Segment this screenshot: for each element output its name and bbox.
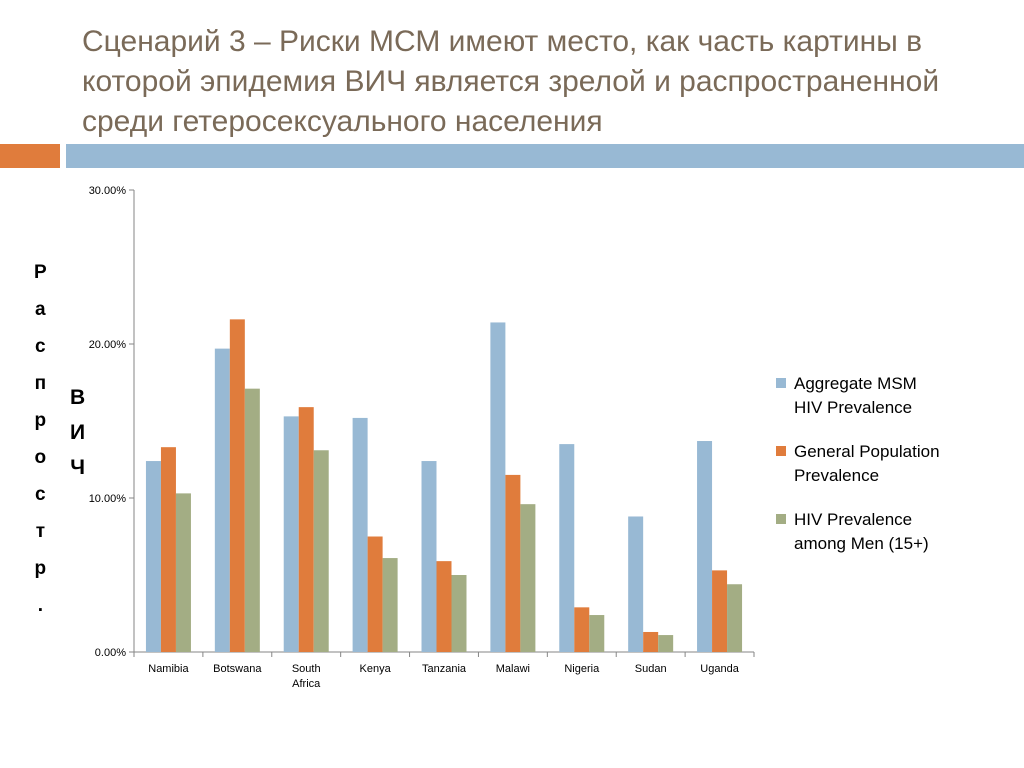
- bar-men: [658, 635, 674, 652]
- vertical-letter: р: [34, 410, 47, 431]
- title-line-1: Сценарий 3 – Риски МСМ имеют место, как …: [82, 25, 923, 58]
- x-category-label: Kenya: [360, 663, 392, 675]
- slide-title: Сценарий 3 – Риски МСМ имеют место, как …: [82, 22, 1002, 142]
- legend-label-line: among Men (15+): [794, 534, 929, 553]
- bar-men: [175, 493, 191, 652]
- bar-men: [313, 450, 329, 652]
- legend-swatch-men: [776, 514, 786, 524]
- vertical-letter: с: [35, 336, 46, 357]
- bar-general: [505, 474, 521, 652]
- legend-label-line: Aggregate MSM: [794, 374, 917, 393]
- bar-men: [382, 558, 398, 652]
- legend-label-general: General Population Prevalence: [794, 440, 940, 488]
- vertical-letter: с: [35, 484, 46, 505]
- x-category-label: Nigeria: [564, 663, 600, 675]
- legend-label-line: HIV Prevalence: [794, 398, 913, 417]
- vertical-letter: п: [34, 373, 47, 394]
- bar-men: [244, 388, 260, 652]
- bar-general: [229, 319, 245, 652]
- bar-general: [574, 607, 590, 652]
- accent-bar-blue: [66, 144, 1024, 168]
- vertical-label-prevalence: Р а с п р о с т р .: [34, 254, 47, 624]
- legend-label-line: Prevalence: [794, 466, 880, 485]
- bar-general: [643, 631, 659, 652]
- bar-men: [520, 504, 536, 652]
- y-tick-label: 10.00%: [89, 493, 127, 505]
- bar-msm: [283, 416, 299, 652]
- legend-item-general: General Population Prevalence: [776, 440, 1016, 488]
- title-line-3: среди гетеросексуального населения: [82, 105, 603, 138]
- bar-msm: [145, 461, 161, 652]
- bar-msm: [490, 322, 506, 652]
- bar-msm: [628, 516, 644, 652]
- bar-general: [298, 407, 314, 652]
- bar-msm: [421, 461, 437, 652]
- x-category-label: Malawi: [496, 663, 530, 675]
- bar-men: [727, 584, 743, 652]
- bar-men: [451, 575, 467, 652]
- vertical-letter: о: [34, 447, 47, 468]
- vertical-letter: т: [35, 521, 45, 542]
- legend-label-line: HIV Prevalence: [794, 510, 913, 529]
- legend-item-men: HIV Prevalence among Men (15+): [776, 508, 1016, 556]
- legend-label-men: HIV Prevalence among Men (15+): [794, 508, 929, 556]
- y-tick-label: 30.00%: [89, 185, 127, 197]
- accent-bar-orange: [0, 144, 60, 168]
- x-category-label: Uganda: [700, 663, 739, 675]
- x-category-label: South: [292, 663, 321, 675]
- legend-swatch-general: [776, 446, 786, 456]
- vertical-letter: р: [34, 558, 47, 579]
- y-tick-label: 20.00%: [89, 339, 127, 351]
- vertical-letter: .: [37, 595, 43, 616]
- bar-msm: [559, 444, 575, 652]
- vertical-label-hiv: В И Ч: [70, 380, 85, 485]
- legend-label-line: General Population: [794, 442, 940, 461]
- title-line-2: которой эпидемия ВИЧ является зрелой и р…: [82, 65, 940, 98]
- legend-item-msm: Aggregate MSM HIV Prevalence: [776, 372, 1016, 420]
- legend-swatch-msm: [776, 378, 786, 388]
- x-category-label: Botswana: [213, 663, 262, 675]
- vertical-letter: а: [35, 299, 46, 320]
- bar-msm: [214, 348, 230, 652]
- vertical-letter: И: [70, 421, 86, 444]
- bar-general: [160, 447, 176, 652]
- x-category-label: Sudan: [635, 663, 667, 675]
- bar-general: [367, 536, 383, 652]
- chart-legend: Aggregate MSM HIV Prevalence General Pop…: [776, 372, 1016, 576]
- x-category-label: Tanzania: [422, 663, 467, 675]
- bar-general: [712, 570, 728, 652]
- bar-msm: [352, 417, 368, 652]
- bar-general: [436, 561, 452, 652]
- y-tick-label: 0.00%: [95, 647, 126, 659]
- x-category-label: Africa: [292, 678, 321, 690]
- bar-msm: [697, 441, 713, 652]
- vertical-letter: Р: [34, 262, 47, 283]
- vertical-letter: Ч: [70, 456, 85, 479]
- x-category-label: Namibia: [148, 663, 189, 675]
- bar-men: [589, 615, 605, 652]
- legend-label-msm: Aggregate MSM HIV Prevalence: [794, 372, 917, 420]
- vertical-letter: В: [70, 386, 86, 409]
